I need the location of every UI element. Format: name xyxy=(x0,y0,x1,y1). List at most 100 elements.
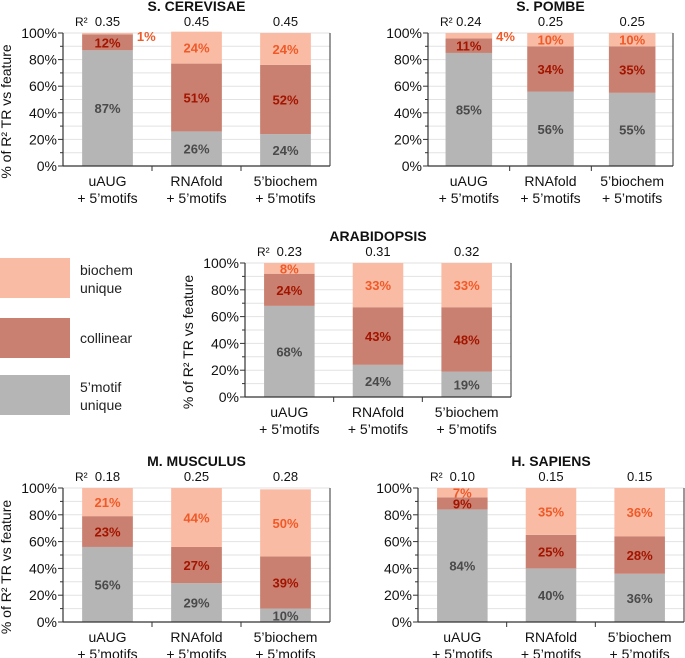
r2-label: R² xyxy=(257,245,270,259)
bar---motif-unique xyxy=(437,509,488,622)
category-label: + 5’motifs xyxy=(348,421,408,437)
data-label: 7% xyxy=(453,486,472,501)
bar-biochem-unique xyxy=(527,33,574,47)
r2-label: R² xyxy=(75,470,88,484)
chart-title: ARABIDOPSIS xyxy=(329,228,426,244)
category-label: 5’biochem xyxy=(435,404,499,420)
chart-title: H. SAPIENS xyxy=(511,453,590,469)
y-tick-label: 80% xyxy=(384,507,412,523)
data-label: 33% xyxy=(454,278,480,293)
data-label: 56% xyxy=(94,577,120,592)
bar-biochem-unique xyxy=(608,33,656,47)
y-tick-label: 100% xyxy=(21,25,57,41)
data-label: 56% xyxy=(537,122,563,137)
data-label: 11% xyxy=(456,39,482,54)
data-label: 39% xyxy=(272,575,298,590)
category-label: + 5’motifs xyxy=(602,190,662,206)
bar---motif-unique xyxy=(260,134,311,166)
legend-label-biochem: biochem unique xyxy=(80,262,133,296)
y-tick-label: 0% xyxy=(219,389,239,405)
data-label: 52% xyxy=(272,93,298,108)
y-tick-label: 40% xyxy=(29,560,57,576)
y-tick-label: 20% xyxy=(394,131,422,147)
category-label: + 5’motifs xyxy=(166,646,226,658)
r2-value: 0.23 xyxy=(277,244,302,259)
data-label: 19% xyxy=(454,377,480,392)
data-label: 44% xyxy=(183,510,209,525)
y-tick-label: 80% xyxy=(29,507,57,523)
bar-biochem-unique xyxy=(441,263,492,308)
r2-value: 0.45 xyxy=(184,14,209,29)
y-tick-label: 100% xyxy=(203,255,239,271)
bar---motif-unique xyxy=(352,364,404,397)
r2-label: R² xyxy=(75,15,88,29)
r2-value: 0.28 xyxy=(273,469,298,484)
r2-label: R² xyxy=(440,15,453,29)
data-label: 8% xyxy=(280,261,299,276)
data-label: 40% xyxy=(538,588,564,603)
bar-biochem-unique xyxy=(171,31,222,64)
data-label: 87% xyxy=(94,101,120,116)
data-label: 4% xyxy=(496,29,515,44)
bar---motif-unique xyxy=(264,305,315,397)
data-label: 43% xyxy=(365,329,391,344)
data-label: 24% xyxy=(272,143,298,158)
y-tick-label: 0% xyxy=(37,614,57,630)
r2-value: 0.45 xyxy=(273,14,298,29)
bar-collinear xyxy=(264,273,315,306)
data-label: 10% xyxy=(272,608,298,623)
data-label: 84% xyxy=(449,559,475,574)
y-tick-label: 80% xyxy=(29,52,57,68)
bar-biochem-unique xyxy=(82,488,133,517)
category-label: RNAfold xyxy=(525,629,577,645)
bar---motif-unique xyxy=(441,371,492,397)
chart-title: S. CEREVISAE xyxy=(147,0,245,14)
category-label: + 5’motifs xyxy=(432,646,492,658)
data-label: 24% xyxy=(183,41,209,56)
category-label: uAUG xyxy=(88,629,126,645)
bar-collinear xyxy=(437,497,488,510)
category-label: + 5’motifs xyxy=(166,190,226,206)
legend-swatch-motif xyxy=(0,375,70,415)
category-label: RNAfold xyxy=(352,404,404,420)
bar-collinear xyxy=(441,307,492,372)
chart-title: M. MUSCULUS xyxy=(147,453,246,469)
bar---motif-unique xyxy=(445,52,493,167)
y-tick-label: 40% xyxy=(211,335,239,351)
bar-biochem-unique xyxy=(614,488,665,537)
data-label: 55% xyxy=(619,122,645,137)
bar-biochem-unique xyxy=(260,33,311,65)
bar-biochem-unique xyxy=(352,263,404,308)
data-label: 24% xyxy=(276,283,302,298)
category-label: RNAfold xyxy=(170,173,222,189)
bar---motif-unique xyxy=(527,91,574,166)
data-label: 51% xyxy=(183,91,209,106)
bar-biochem-unique xyxy=(437,488,488,498)
bar-biochem-unique xyxy=(525,488,577,535)
data-label: 27% xyxy=(183,558,209,573)
data-label: 48% xyxy=(454,332,480,347)
y-tick-label: 40% xyxy=(29,105,57,121)
bar-biochem-unique xyxy=(264,263,315,274)
category-label: + 5’motifs xyxy=(255,646,315,658)
y-tick-label: 0% xyxy=(392,614,412,630)
bar---motif-unique xyxy=(82,50,133,166)
bar---motif-unique xyxy=(614,573,665,622)
category-label: + 5’motifs xyxy=(437,421,497,437)
y-tick-label: 80% xyxy=(394,52,422,68)
data-label: 28% xyxy=(627,548,653,563)
y-tick-label: 20% xyxy=(29,131,57,147)
bar-collinear xyxy=(608,46,656,93)
data-label: 68% xyxy=(276,344,302,359)
y-axis-label: % of R² TR vs feature xyxy=(0,500,14,635)
bar-collinear xyxy=(171,63,222,132)
category-label: uAUG xyxy=(443,629,481,645)
data-label: 50% xyxy=(272,516,298,531)
bar-biochem-unique xyxy=(445,33,493,39)
r2-value: 0.15 xyxy=(538,469,563,484)
category-label: + 5’motifs xyxy=(521,646,581,658)
